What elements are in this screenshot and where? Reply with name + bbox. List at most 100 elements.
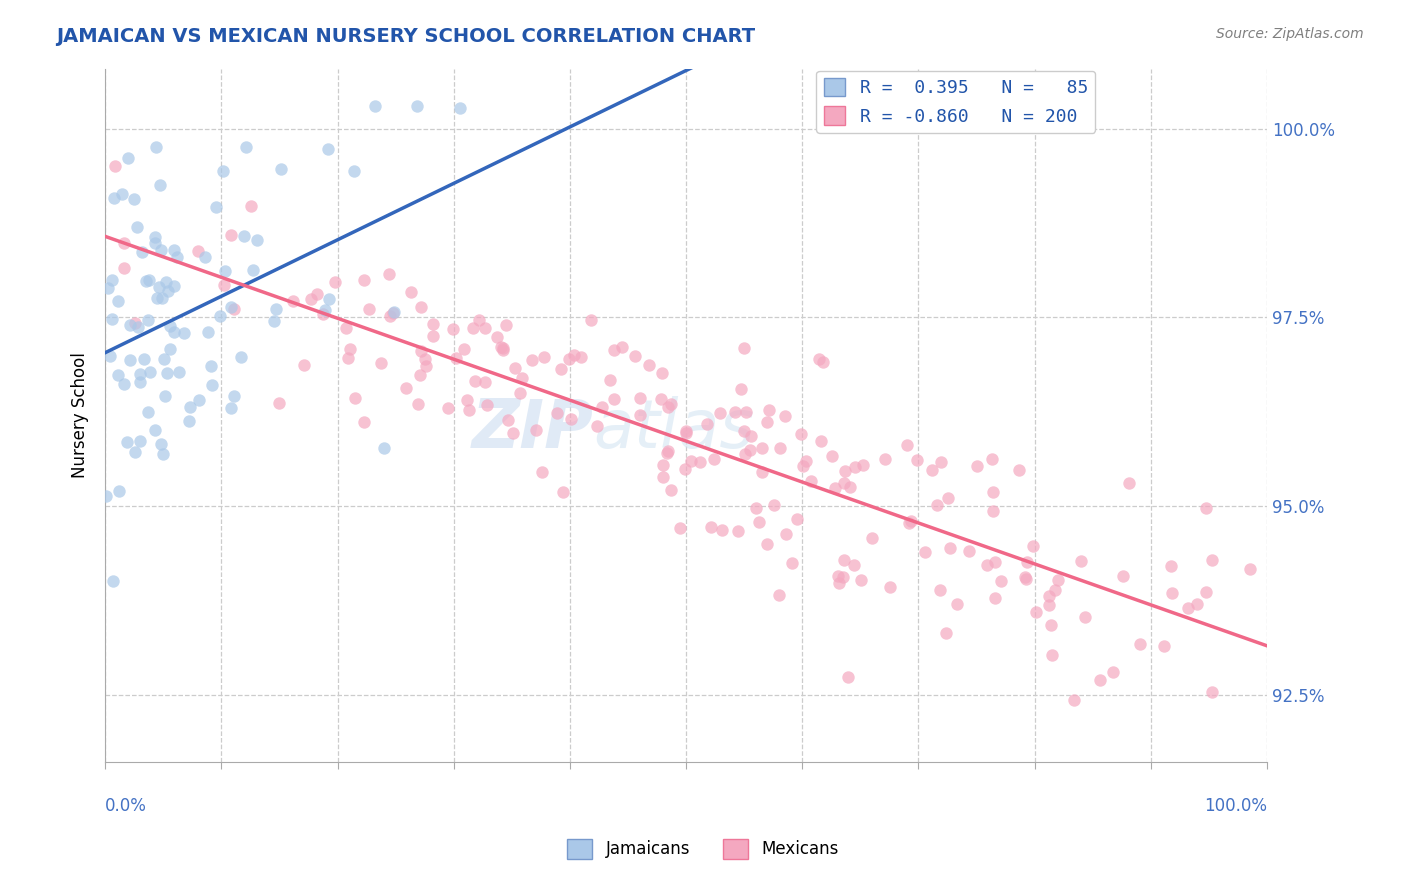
Point: [200, 359, 222, 373]
Point: [112, 235, 135, 250]
Point: [245, 233, 267, 247]
Point: [976, 558, 998, 573]
Point: [505, 360, 527, 375]
Point: [155, 275, 177, 289]
Point: [896, 438, 918, 452]
Point: [740, 429, 762, 443]
Point: [408, 397, 430, 411]
Point: [124, 445, 146, 459]
Point: [103, 191, 125, 205]
Point: [456, 393, 478, 408]
Point: [343, 164, 366, 178]
Point: [530, 465, 553, 479]
Point: [700, 520, 723, 534]
Point: [382, 306, 405, 320]
Point: [599, 373, 621, 387]
Legend: R =  0.395   N =   85, R = -0.860   N = 200: R = 0.395 N = 85, R = -0.860 N = 200: [817, 70, 1095, 133]
Point: [316, 142, 339, 156]
Point: [239, 198, 262, 212]
Point: [124, 316, 146, 330]
Point: [128, 434, 150, 448]
Point: [131, 244, 153, 259]
Point: [990, 574, 1012, 588]
Point: [150, 437, 173, 451]
Point: [844, 558, 866, 572]
Point: [510, 370, 533, 384]
Point: [775, 527, 797, 541]
Point: [929, 455, 952, 469]
Point: [163, 326, 186, 340]
Point: [603, 392, 626, 406]
Point: [780, 556, 803, 570]
Point: [101, 273, 124, 287]
Point: [143, 423, 166, 437]
Point: [834, 465, 856, 479]
Point: [149, 178, 172, 193]
Point: [1015, 555, 1038, 569]
Point: [945, 597, 967, 611]
Point: [966, 458, 988, 473]
Point: [591, 401, 613, 415]
Point: [860, 531, 883, 545]
Point: [267, 395, 290, 409]
Point: [143, 230, 166, 244]
Point: [1014, 570, 1036, 584]
Point: [197, 325, 219, 339]
Point: [921, 463, 943, 477]
Point: [156, 284, 179, 298]
Point: [219, 301, 242, 315]
Point: [661, 397, 683, 411]
Point: [1046, 573, 1069, 587]
Point: [1187, 597, 1209, 611]
Point: [495, 318, 517, 333]
Point: [553, 485, 575, 500]
Text: 100.0%: 100.0%: [1204, 797, 1267, 815]
Point: [337, 351, 360, 366]
Text: Source: ZipAtlas.com: Source: ZipAtlas.com: [1216, 27, 1364, 41]
Point: [733, 425, 755, 439]
Point: [125, 220, 148, 235]
Point: [579, 313, 602, 327]
Point: [502, 425, 524, 440]
Point: [984, 591, 1007, 605]
Point: [107, 293, 129, 308]
Point: [1201, 685, 1223, 699]
Point: [734, 447, 756, 461]
Point: [1074, 610, 1097, 624]
Point: [212, 164, 235, 178]
Point: [509, 386, 531, 401]
Point: [409, 368, 432, 383]
Point: [1177, 601, 1199, 615]
Point: [1040, 618, 1063, 632]
Point: [811, 355, 834, 369]
Point: [263, 314, 285, 328]
Point: [112, 377, 135, 392]
Point: [827, 569, 849, 583]
Point: [163, 244, 186, 258]
Point: [852, 458, 875, 473]
Point: [786, 512, 808, 526]
Point: [422, 317, 444, 331]
Point: [1118, 476, 1140, 491]
Point: [1038, 589, 1060, 603]
Point: [235, 139, 257, 153]
Point: [112, 261, 135, 276]
Point: [120, 352, 142, 367]
Point: [735, 405, 758, 419]
Point: [449, 101, 471, 115]
Point: [839, 480, 862, 494]
Point: [307, 287, 329, 301]
Point: [1195, 500, 1218, 515]
Point: [153, 389, 176, 403]
Point: [143, 235, 166, 250]
Point: [179, 400, 201, 414]
Point: [927, 498, 949, 512]
Point: [458, 402, 481, 417]
Point: [378, 310, 401, 324]
Point: [820, 450, 842, 464]
Point: [628, 391, 651, 405]
Point: [763, 498, 786, 512]
Point: [343, 391, 366, 405]
Point: [756, 416, 779, 430]
Point: [522, 352, 544, 367]
